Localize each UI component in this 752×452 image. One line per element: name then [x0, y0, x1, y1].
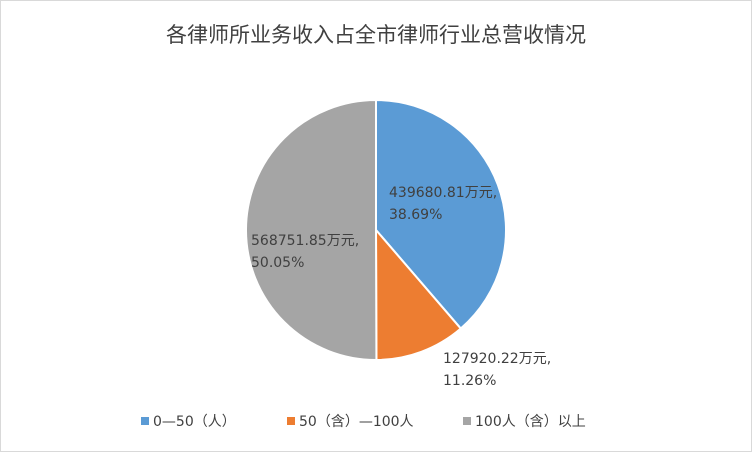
pie-slice: [375, 98, 507, 330]
data-label: 127920.22万元, 11.26%: [443, 351, 552, 389]
chart-title: 各律师所业务收入占全市律师行业总营收情况: [166, 23, 586, 47]
legend-marker: [463, 417, 471, 425]
legend-marker: [141, 417, 149, 425]
legend-label: 0—50（人）: [153, 414, 236, 430]
legend-label: 50（含）—100人: [299, 414, 414, 430]
data-label: 568751.85万元, 50.05%: [251, 233, 360, 271]
pie-slice: [374, 227, 463, 362]
legend-marker: [287, 417, 295, 425]
pie-slice: [244, 98, 378, 361]
legend-label: 100人（含）以上: [475, 414, 586, 430]
data-label: 439680.81万元, 38.69%: [389, 185, 498, 223]
